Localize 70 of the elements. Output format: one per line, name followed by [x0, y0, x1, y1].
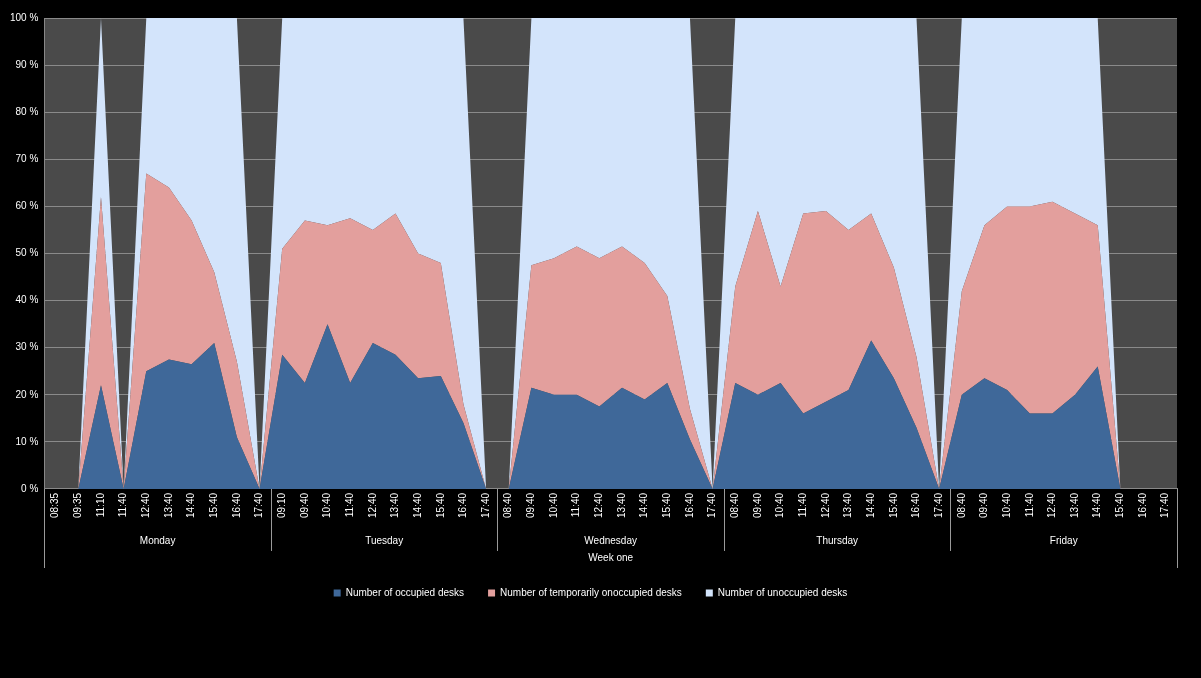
y-tick-label: 90 %	[15, 58, 39, 70]
x-tick-label: 10:40	[547, 492, 559, 519]
y-tick-label: 100 %	[10, 11, 39, 23]
x-tick-label: 09:40	[978, 492, 990, 519]
x-tick-label: 10:40	[774, 492, 786, 519]
x-tick-label: 13:40	[162, 492, 174, 519]
text: Thursday	[816, 534, 859, 546]
x-tick-label: 16:40	[683, 492, 695, 519]
x-tick-label: 11:40	[1023, 492, 1035, 518]
x-tick-label: 15:40	[208, 492, 219, 519]
y-tick-label: 60 %	[15, 200, 39, 212]
x-tick-label: 10:40	[321, 492, 333, 519]
x-tick-label: 08:40	[502, 492, 514, 519]
x-tick-label: 17:40	[706, 492, 718, 519]
x-tick-label: 08:40	[729, 492, 741, 519]
x-axis-title: Week one	[588, 551, 634, 563]
x-tick-label: 13:40	[842, 492, 854, 519]
x-tick-label: 17:40	[932, 492, 944, 519]
x-tick-label: 17:40	[479, 492, 491, 519]
x-tick-label: 15:40	[661, 492, 673, 519]
x-tick-label: 08:35	[49, 492, 61, 519]
x-tick-label: 15:40	[434, 492, 446, 519]
y-tick-label: 70 %	[15, 153, 39, 165]
x-tick-label: 14:40	[864, 492, 876, 519]
y-tick-label: 20 %	[15, 388, 39, 400]
legend-label: Number of occupied desks	[345, 586, 465, 598]
legend-label: Number of temporarily onoccupied desks	[500, 586, 682, 598]
y-tick-label: 80 %	[15, 105, 39, 117]
text: Friday	[1049, 534, 1078, 546]
x-tick-label: 12:40	[819, 492, 831, 519]
y-tick-label: 30 %	[15, 341, 39, 353]
x-tick-label: 11:40	[117, 492, 129, 518]
x-tick-label: 09:40	[751, 492, 763, 519]
x-tick-label: 08:40	[955, 492, 967, 519]
x-tick-label: 13:40	[1068, 492, 1080, 519]
x-tick-label: 16:40	[1136, 492, 1148, 519]
y-tick-label: 0 %	[21, 482, 39, 494]
legend-label: Number of unoccupied desks	[717, 586, 848, 598]
x-tick-label: 17:40	[253, 492, 265, 519]
x-tick-label: 09:40	[525, 492, 537, 519]
x-tick-label: 16:40	[230, 492, 242, 519]
text: Wednesday	[584, 534, 637, 546]
x-tick-label: 14:40	[185, 492, 197, 519]
x-tick-label: 09:40	[298, 492, 310, 519]
x-tick-label: 17:40	[1159, 492, 1171, 519]
x-tick-label: 11:40	[343, 492, 355, 518]
x-tick-label: 09:35	[72, 492, 84, 519]
x-tick-label: 16:40	[910, 492, 922, 519]
x-tick-label: 12:40	[593, 492, 605, 519]
y-tick-label: 10 %	[15, 435, 39, 447]
x-tick-label: 11:10	[94, 492, 106, 518]
x-tick-label: 13:40	[389, 492, 401, 519]
x-tick-label: 16:40	[457, 492, 469, 519]
x-tick-label: 12:40	[140, 492, 152, 519]
y-tick-label: 50 %	[15, 247, 39, 259]
x-tick-label: 15:40	[1114, 492, 1126, 519]
text: Tuesday	[365, 534, 404, 546]
x-tick-label: 13:40	[615, 492, 627, 519]
x-tick-label: 14:40	[411, 492, 423, 519]
x-tick-label: 12:40	[366, 492, 378, 519]
x-tick-label: 14:40	[1091, 492, 1103, 519]
text: Monday	[139, 534, 176, 546]
x-tick-label: 10:40	[1000, 492, 1012, 519]
x-tick-label: 11:40	[570, 492, 582, 518]
y-tick-label: 40 %	[15, 294, 39, 306]
x-tick-label: 15:40	[887, 492, 899, 519]
x-tick-label: 11:40	[796, 492, 808, 518]
x-tick-label: 14:40	[638, 492, 650, 519]
x-tick-label: 09:10	[275, 492, 287, 519]
x-tick-label: 12:40	[1046, 492, 1058, 519]
